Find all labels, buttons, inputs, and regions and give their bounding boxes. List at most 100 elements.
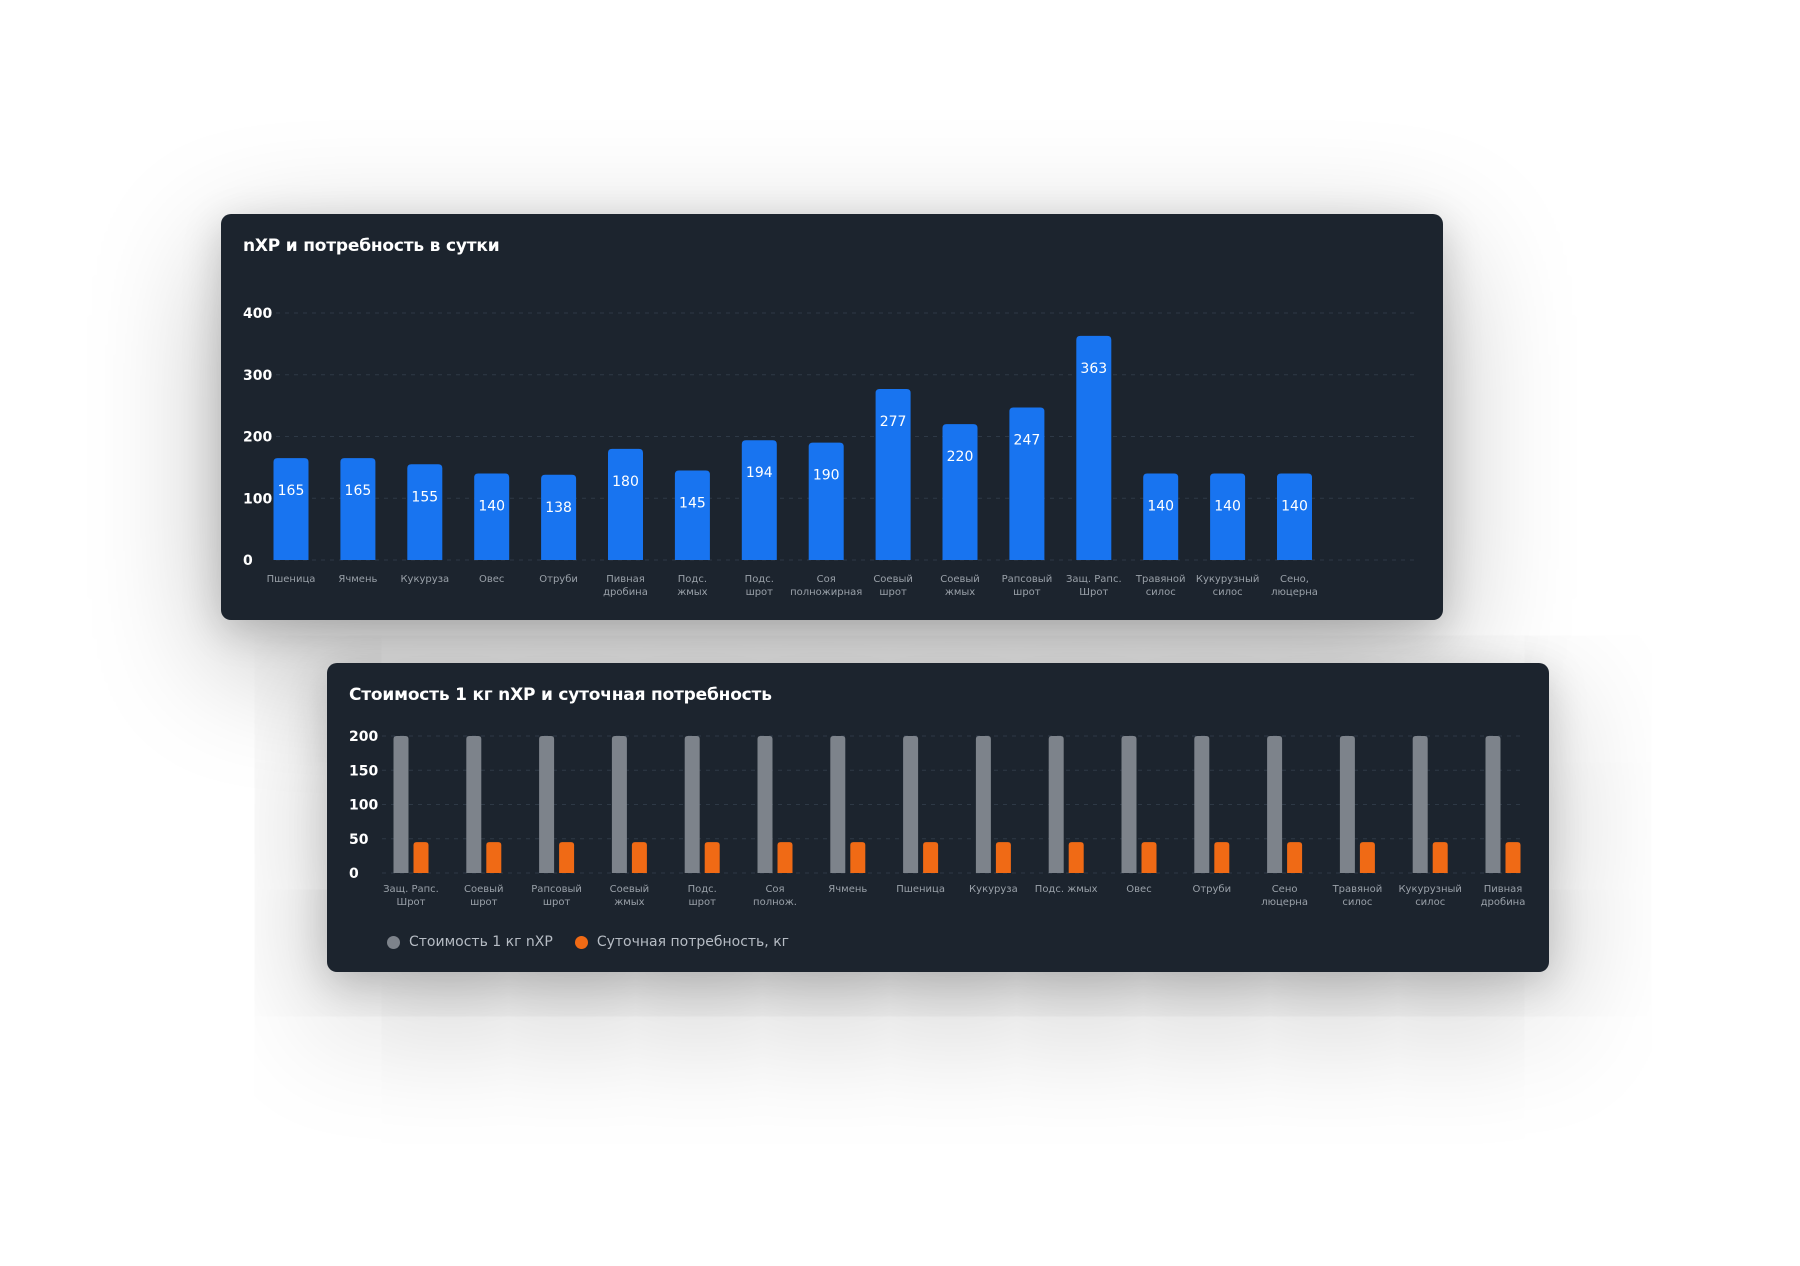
bar-cost	[684, 736, 700, 873]
category-label: Подс. шрот	[745, 574, 774, 598]
category-label: Соевый шрот	[464, 884, 504, 908]
bar	[1277, 473, 1312, 560]
bar-daily	[1287, 842, 1303, 873]
category-label: Подс. шрот	[688, 884, 717, 908]
bar-daily	[1505, 842, 1521, 873]
bar-cost	[903, 736, 919, 873]
bar	[1009, 407, 1045, 560]
bar-daily	[850, 842, 866, 873]
bar	[474, 473, 510, 560]
category-label: Соевый жмых	[940, 574, 980, 598]
legend-item-cost[interactable]: Стоимость 1 кг nXP	[387, 934, 553, 950]
data-label: 140	[1147, 499, 1174, 515]
bar	[1143, 473, 1179, 560]
bar-daily	[1214, 842, 1230, 873]
chart-card-nxp: nXP и потребность в сутки 0 100 200 300 400 1…	[221, 214, 1443, 620]
bar	[541, 474, 577, 560]
bar-cost	[1048, 736, 1064, 873]
data-label: 145	[679, 495, 706, 511]
data-label: 363	[1080, 361, 1107, 377]
category-label: Соевый жмых	[610, 884, 650, 908]
category-label: Овес	[1126, 884, 1151, 895]
data-label: 165	[345, 483, 372, 499]
legend-label: Суточная потребность, кг	[596, 934, 790, 950]
bar-cost	[757, 736, 773, 873]
legend-marker-daily	[574, 935, 588, 949]
bar-cost	[1339, 736, 1355, 873]
bar	[875, 388, 911, 560]
bar	[741, 440, 777, 560]
bar	[407, 464, 443, 560]
category-label: Подс. жмых	[1035, 884, 1098, 895]
chart-title: Стоимость 1 кг nXP и суточная потребност…	[349, 685, 772, 705]
y-tick-label: 400	[243, 306, 272, 322]
bar	[1210, 473, 1246, 560]
bar-cost	[393, 736, 409, 873]
category-label: Ячмень	[828, 884, 867, 895]
legend-marker-cost	[387, 935, 400, 949]
category-label: Защ. Рапс. Шрот	[1066, 574, 1122, 598]
category-label: Сено люцерна	[1261, 884, 1308, 908]
category-label: Подс. жмых	[677, 574, 707, 598]
bar-daily	[995, 842, 1011, 873]
bar-daily	[1068, 842, 1084, 873]
bar-cost	[466, 736, 482, 873]
category-label: Рапсовый шрот	[531, 884, 582, 908]
category-label: Отруби	[1192, 884, 1231, 895]
chart-legend: Стоимость 1 кг nXP Суточная потребность,…	[387, 934, 789, 950]
y-tick-label: 300	[243, 368, 272, 384]
bar	[608, 448, 643, 560]
y-tick-label: 50	[349, 832, 369, 848]
data-label: 138	[545, 500, 572, 516]
data-label: 140	[1281, 499, 1308, 515]
category-label: Рапсовый шрот	[1002, 574, 1053, 598]
category-label: Соевый шрот	[873, 574, 913, 598]
y-tick-label: 100	[349, 798, 378, 814]
y-tick-label: 100	[243, 491, 272, 507]
y-tick-label: 0	[243, 553, 253, 569]
category-label: Кукурузный силос	[1196, 574, 1260, 598]
bar-cost	[539, 736, 555, 873]
category-label: Овес	[479, 574, 504, 585]
category-label: Соя полножирная	[790, 574, 862, 598]
category-label: Пшеница	[896, 884, 945, 895]
bar-cost	[1485, 736, 1501, 873]
bar	[340, 458, 376, 560]
bar	[808, 442, 844, 560]
data-label: 140	[478, 499, 505, 515]
data-label: 140	[1214, 499, 1241, 515]
chart-card-cost: Стоимость 1 кг nXP и суточная потребност…	[327, 663, 1549, 972]
category-label: Пшеница	[267, 574, 316, 585]
data-label: 277	[880, 414, 907, 430]
bar-cost	[1412, 736, 1428, 873]
bar	[273, 458, 309, 560]
category-label: Ячмень	[338, 574, 377, 585]
data-label: 194	[746, 465, 773, 481]
bar	[942, 424, 978, 560]
bar	[1076, 335, 1112, 560]
data-label: 180	[612, 474, 639, 490]
data-label: 220	[947, 449, 974, 465]
category-label: Отруби	[539, 574, 578, 585]
category-label: Защ. Рапс. Шрот	[383, 884, 439, 908]
bar-daily	[923, 842, 939, 873]
bar-daily	[486, 842, 502, 873]
bar-cost	[830, 736, 846, 873]
y-tick-label: 200	[243, 430, 272, 446]
data-label: 155	[411, 489, 438, 505]
data-label: 165	[278, 483, 305, 499]
bar-daily	[1141, 842, 1157, 873]
bar-daily	[559, 842, 575, 873]
y-tick-label: 0	[349, 866, 359, 882]
bar-cost	[975, 736, 991, 873]
bar-cost	[1121, 736, 1137, 873]
chart-title: nXP и потребность в сутки	[243, 236, 500, 256]
bar-daily	[777, 842, 793, 873]
y-tick-label: 200	[349, 729, 378, 745]
chart-nxp-svg: 0 100 200 300 400 165 Пшеница 165 Ячмень 155 Кукур…	[243, 306, 1416, 598]
bar	[674, 470, 710, 560]
legend-item-daily[interactable]: Суточная потребность, кг	[574, 934, 790, 950]
category-label: Кукуруза	[969, 884, 1018, 895]
bar-daily	[1432, 842, 1448, 873]
category-label: Травяной силос	[1332, 884, 1383, 908]
